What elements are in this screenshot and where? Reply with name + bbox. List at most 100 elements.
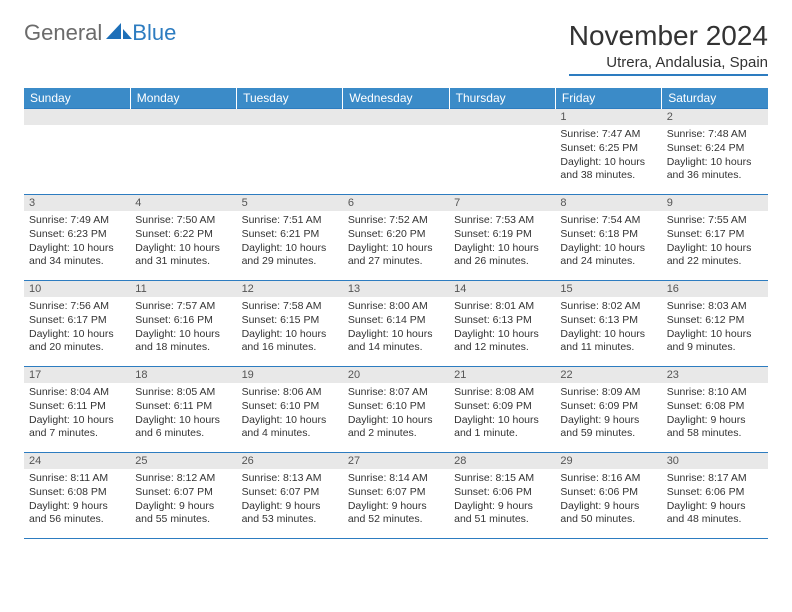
daylight-text: Daylight: 10 hours and 1 minute. <box>454 414 550 441</box>
day-number: 16 <box>662 281 768 297</box>
daylight-text: Daylight: 9 hours and 48 minutes. <box>667 500 763 527</box>
day-header-cell: Sunday <box>24 88 130 109</box>
day-cell: 1Sunrise: 7:47 AMSunset: 6:25 PMDaylight… <box>555 109 661 195</box>
sunrise-text: Sunrise: 7:58 AM <box>242 300 338 314</box>
daylight-text: Daylight: 10 hours and 11 minutes. <box>560 328 656 355</box>
day-cell: 17Sunrise: 8:04 AMSunset: 6:11 PMDayligh… <box>24 367 130 453</box>
daylight-text: Daylight: 10 hours and 4 minutes. <box>242 414 338 441</box>
daylight-text: Daylight: 9 hours and 53 minutes. <box>242 500 338 527</box>
day-body: Sunrise: 8:16 AMSunset: 6:06 PMDaylight:… <box>555 471 661 530</box>
day-cell: 24Sunrise: 8:11 AMSunset: 6:08 PMDayligh… <box>24 453 130 539</box>
day-cell: 13Sunrise: 8:00 AMSunset: 6:14 PMDayligh… <box>343 281 449 367</box>
day-cell: 11Sunrise: 7:57 AMSunset: 6:16 PMDayligh… <box>130 281 236 367</box>
day-body: Sunrise: 8:09 AMSunset: 6:09 PMDaylight:… <box>555 385 661 444</box>
day-body: Sunrise: 8:04 AMSunset: 6:11 PMDaylight:… <box>24 385 130 444</box>
day-body: Sunrise: 8:17 AMSunset: 6:06 PMDaylight:… <box>662 471 768 530</box>
day-number: 11 <box>130 281 236 297</box>
sunset-text: Sunset: 6:22 PM <box>135 228 231 242</box>
sunset-text: Sunset: 6:07 PM <box>135 486 231 500</box>
day-cell: 26Sunrise: 8:13 AMSunset: 6:07 PMDayligh… <box>237 453 343 539</box>
day-body: Sunrise: 7:49 AMSunset: 6:23 PMDaylight:… <box>24 213 130 272</box>
day-cell: 22Sunrise: 8:09 AMSunset: 6:09 PMDayligh… <box>555 367 661 453</box>
day-cell: 15Sunrise: 8:02 AMSunset: 6:13 PMDayligh… <box>555 281 661 367</box>
daylight-text: Daylight: 9 hours and 50 minutes. <box>560 500 656 527</box>
day-number: 12 <box>237 281 343 297</box>
day-cell: 20Sunrise: 8:07 AMSunset: 6:10 PMDayligh… <box>343 367 449 453</box>
day-cell: 6Sunrise: 7:52 AMSunset: 6:20 PMDaylight… <box>343 195 449 281</box>
sunset-text: Sunset: 6:16 PM <box>135 314 231 328</box>
sunset-text: Sunset: 6:13 PM <box>560 314 656 328</box>
day-body: Sunrise: 8:00 AMSunset: 6:14 PMDaylight:… <box>343 299 449 358</box>
day-cell <box>343 109 449 195</box>
day-number: 3 <box>24 195 130 211</box>
day-cell: 9Sunrise: 7:55 AMSunset: 6:17 PMDaylight… <box>662 195 768 281</box>
day-cell: 27 Sunrise: 8:14 AMSunset: 6:07 PMDayligh… <box>343 453 449 539</box>
day-cell <box>237 109 343 195</box>
day-header-cell: Wednesday <box>343 88 449 109</box>
daylight-text: Daylight: 10 hours and 6 minutes. <box>135 414 231 441</box>
daylight-text: Daylight: 9 hours and 51 minutes. <box>454 500 550 527</box>
sunrise-text: Sunrise: 8:10 AM <box>667 386 763 400</box>
sunrise-text: Sunrise: 8:17 AM <box>667 472 763 486</box>
day-cell: 8Sunrise: 7:54 AMSunset: 6:18 PMDaylight… <box>555 195 661 281</box>
sunset-text: Sunset: 6:09 PM <box>454 400 550 414</box>
empty-day-bar <box>130 109 236 125</box>
daylight-text: Daylight: 9 hours and 56 minutes. <box>29 500 125 527</box>
day-body: Sunrise: 7:53 AMSunset: 6:19 PMDaylight:… <box>449 213 555 272</box>
empty-day-bar <box>449 109 555 125</box>
daylight-text: Daylight: 10 hours and 38 minutes. <box>560 156 656 183</box>
day-body: Sunrise: 8:02 AMSunset: 6:13 PMDaylight:… <box>555 299 661 358</box>
day-number: 18 <box>130 367 236 383</box>
daylight-text: Daylight: 10 hours and 16 minutes. <box>242 328 338 355</box>
sunrise-text: Sunrise: 8:01 AM <box>454 300 550 314</box>
day-number: 27 <box>343 453 449 469</box>
month-title: November 2024 <box>569 20 768 52</box>
day-cell: 5Sunrise: 7:51 AMSunset: 6:21 PMDaylight… <box>237 195 343 281</box>
day-body: Sunrise: 8:14 AMSunset: 6:07 PMDaylight:… <box>343 471 449 530</box>
daylight-text: Daylight: 10 hours and 29 minutes. <box>242 242 338 269</box>
day-cell: 30Sunrise: 8:17 AMSunset: 6:06 PMDayligh… <box>662 453 768 539</box>
brand-part2: Blue <box>132 20 176 46</box>
sunrise-text: Sunrise: 8:09 AM <box>560 386 656 400</box>
sunrise-text: Sunrise: 7:49 AM <box>29 214 125 228</box>
day-body: Sunrise: 7:48 AMSunset: 6:24 PMDaylight:… <box>662 127 768 186</box>
day-body: Sunrise: 7:47 AMSunset: 6:25 PMDaylight:… <box>555 127 661 186</box>
sunrise-text: Sunrise: 8:12 AM <box>135 472 231 486</box>
day-body: Sunrise: 7:52 AMSunset: 6:20 PMDaylight:… <box>343 213 449 272</box>
day-header-cell: Saturday <box>662 88 768 109</box>
sunrise-text: Sunrise: 7:54 AM <box>560 214 656 228</box>
daylight-text: Daylight: 10 hours and 34 minutes. <box>29 242 125 269</box>
day-number: 21 <box>449 367 555 383</box>
sunset-text: Sunset: 6:23 PM <box>29 228 125 242</box>
sunset-text: Sunset: 6:17 PM <box>29 314 125 328</box>
title-block: November 2024 Utrera, Andalusia, Spain <box>569 20 768 76</box>
day-number: 4 <box>130 195 236 211</box>
day-number: 29 <box>555 453 661 469</box>
sunrise-text: Sunrise: 7:47 AM <box>560 128 656 142</box>
day-number: 2 <box>662 109 768 125</box>
day-cell: 23 Sunrise: 8:10 AMSunset: 6:08 PMDayligh… <box>662 367 768 453</box>
day-number: 23 <box>662 367 768 383</box>
day-cell: 2 Sunrise: 7:48 AMSunset: 6:24 PMDaylight… <box>662 109 768 195</box>
sunrise-text: Sunrise: 8:03 AM <box>667 300 763 314</box>
sunset-text: Sunset: 6:18 PM <box>560 228 656 242</box>
sunset-text: Sunset: 6:15 PM <box>242 314 338 328</box>
daylight-text: Daylight: 9 hours and 58 minutes. <box>667 414 763 441</box>
daylight-text: Daylight: 10 hours and 9 minutes. <box>667 328 763 355</box>
day-body: Sunrise: 8:06 AMSunset: 6:10 PMDaylight:… <box>237 385 343 444</box>
day-number: 9 <box>662 195 768 211</box>
day-body: Sunrise: 8:13 AMSunset: 6:07 PMDaylight:… <box>237 471 343 530</box>
day-number: 25 <box>130 453 236 469</box>
day-cell: 12 Sunrise: 7:58 AMSunset: 6:15 PMDayligh… <box>237 281 343 367</box>
day-header-cell: Thursday <box>449 88 555 109</box>
sunset-text: Sunset: 6:10 PM <box>348 400 444 414</box>
day-cell: 16Sunrise: 8:03 AMSunset: 6:12 PMDayligh… <box>662 281 768 367</box>
day-body: Sunrise: 8:10 AMSunset: 6:08 PMDaylight:… <box>662 385 768 444</box>
empty-day-bar <box>343 109 449 125</box>
daylight-text: Daylight: 10 hours and 36 minutes. <box>667 156 763 183</box>
day-cell: 7Sunrise: 7:53 AMSunset: 6:19 PMDaylight… <box>449 195 555 281</box>
day-cell: 3 Sunrise: 7:49 AMSunset: 6:23 PMDaylight… <box>24 195 130 281</box>
day-body: Sunrise: 8:12 AMSunset: 6:07 PMDaylight:… <box>130 471 236 530</box>
sunset-text: Sunset: 6:06 PM <box>560 486 656 500</box>
sunrise-text: Sunrise: 7:57 AM <box>135 300 231 314</box>
